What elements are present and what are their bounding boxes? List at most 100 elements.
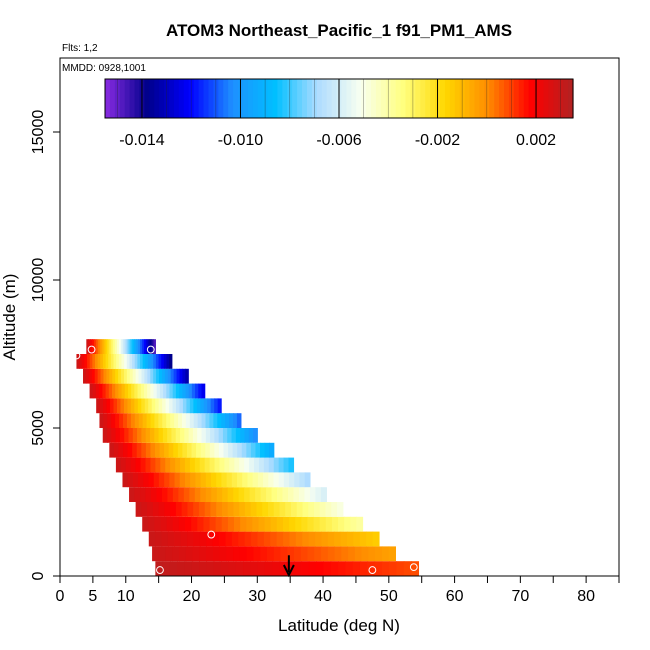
colorbar-swatch [439, 79, 446, 118]
curtain-cell [100, 368, 105, 384]
curtain-cell [283, 472, 290, 488]
curtain-cell [214, 457, 221, 473]
curtain-cell [291, 502, 298, 517]
curtain-cell [99, 383, 103, 399]
colorbar-swatch [568, 79, 574, 118]
curtain-cell [287, 487, 295, 502]
colorbar-swatch [454, 79, 461, 118]
curtain-cell [126, 413, 132, 428]
curtain-cell [293, 487, 300, 502]
curtain-cell [331, 502, 338, 517]
colorbar-swatch [297, 79, 303, 118]
curtain-cell [117, 398, 122, 414]
colorbar-swatch [371, 79, 377, 118]
curtain-cell [184, 428, 190, 443]
curtain-cell [258, 516, 266, 532]
curtain-cell [189, 398, 194, 414]
curtain-cell [142, 413, 148, 428]
curtain-cell [140, 354, 144, 369]
curtain-cell [84, 354, 88, 369]
curtain-cell [97, 339, 101, 354]
curtain-cell [319, 502, 327, 517]
curtain-cell [113, 398, 118, 414]
curtain-cell [164, 368, 169, 384]
curtain-cell [225, 531, 233, 547]
curtain-cell [150, 457, 156, 473]
curtain-cell [156, 368, 160, 384]
curtain-cell [92, 383, 97, 399]
curtain-cell [154, 413, 159, 428]
colorbar-swatch [188, 79, 195, 118]
colorbar-swatch [395, 79, 402, 118]
curtain-cell [231, 428, 237, 443]
curtain-cell [381, 561, 390, 576]
curtain-cell [137, 383, 142, 399]
curtain-cell [165, 398, 170, 414]
curtain-cell [304, 487, 311, 502]
colorbar-swatch [425, 79, 431, 118]
y-tick-label: 10000 [30, 258, 47, 303]
curtain-cell [118, 368, 122, 384]
curtain-cell [233, 487, 240, 502]
curtain-cell [315, 487, 322, 502]
curtain-cell [233, 413, 238, 428]
curtain-cell [179, 368, 183, 384]
colorbar-swatch [119, 79, 126, 118]
curtain-cell [188, 383, 193, 399]
curtain-cell [117, 339, 120, 354]
curtain-cell [100, 354, 104, 369]
curtain-cell [301, 516, 309, 532]
curtain-cell [161, 368, 166, 384]
curtain-cell [155, 531, 163, 547]
curtain-cell [240, 516, 247, 532]
curtain-cell [368, 546, 376, 562]
curtain-cell [228, 442, 234, 458]
colorbar-swatch [538, 79, 545, 118]
colorbar-swatch [484, 79, 490, 118]
colorbar-swatch [154, 79, 160, 118]
curtain-cell [244, 502, 252, 517]
curtain-cell [252, 516, 260, 532]
curtain-cell [129, 354, 133, 369]
colorbar-swatch [375, 79, 382, 118]
curtain-cell [137, 398, 142, 414]
curtain-cell [190, 472, 196, 488]
curtain-cell [76, 354, 80, 369]
curtain-cell [199, 546, 207, 562]
curtain-cell [280, 546, 288, 562]
curtain-cell [232, 442, 238, 458]
curtain-cell [141, 368, 145, 384]
curtain-cell [345, 561, 354, 576]
curtain-cell [254, 457, 260, 473]
curtain-cell [289, 472, 295, 488]
curtain-cell [234, 457, 240, 473]
curtain-cell [283, 457, 290, 473]
curtain-cell [147, 383, 151, 399]
curtain-cell [244, 531, 252, 547]
curtain-cell [193, 502, 200, 517]
curtain-cell [85, 368, 90, 384]
curtain-cell [264, 516, 272, 532]
curtain-cell [145, 428, 151, 443]
curtain-cell [218, 428, 224, 443]
curtain-cell [132, 472, 139, 488]
curtain-cell [185, 368, 189, 384]
curtain-cell [301, 561, 310, 576]
curtain-cell [178, 487, 185, 502]
colorbar-swatch [223, 79, 229, 118]
curtain-cell [92, 354, 96, 369]
colorbar-swatch [528, 79, 535, 118]
curtain-cell [83, 368, 87, 384]
curtain-cell [263, 472, 269, 488]
curtain-cell [132, 428, 138, 443]
curtain-cell [153, 339, 156, 354]
curtain-cell [178, 413, 183, 428]
curtain-cell [154, 428, 160, 443]
curtain-cell [193, 531, 201, 547]
curtain-cell [105, 354, 109, 369]
colorbar-swatch [129, 79, 136, 118]
colorbar-swatch [228, 79, 234, 118]
curtain-cell [299, 472, 306, 488]
curtain-cell [187, 502, 194, 517]
curtain-cell [215, 516, 223, 532]
